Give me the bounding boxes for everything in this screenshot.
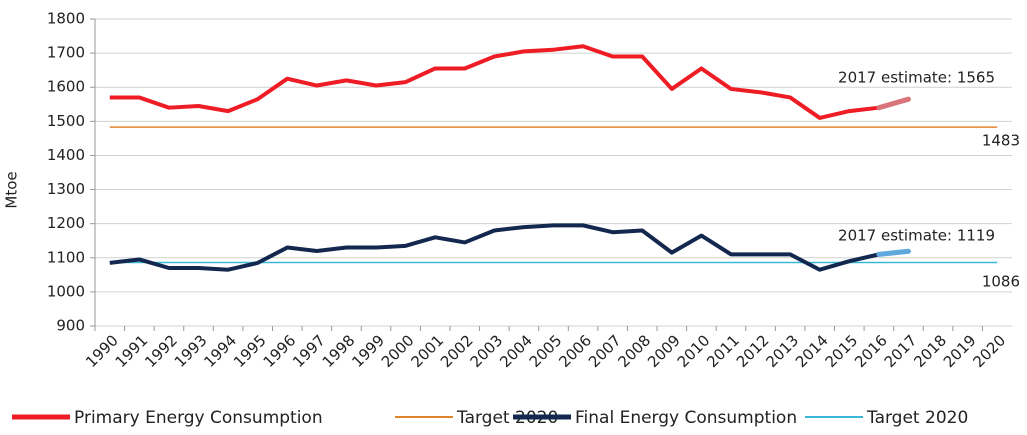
x-tick-label: 1994 — [200, 331, 240, 371]
y-tick-label: 1300 — [47, 180, 85, 198]
y-tick-label: 900 — [56, 317, 85, 335]
x-tick-label: 2013 — [762, 331, 802, 371]
x-tick-label: 1991 — [112, 331, 152, 371]
annotation: 1483 — [982, 132, 1020, 150]
x-tick-label: 1996 — [260, 331, 300, 371]
x-tick-label: 2004 — [496, 331, 536, 371]
legend-label: Final Energy Consumption — [575, 408, 797, 428]
x-tick-label: 2009 — [644, 331, 684, 371]
x-tick-label: 2000 — [378, 331, 418, 371]
x-tick-label: 2011 — [703, 331, 743, 371]
annotation: 1086 — [982, 273, 1020, 291]
y-tick-label: 1700 — [47, 44, 85, 62]
legend-label: Target 2020 — [866, 408, 968, 428]
x-tick-label: 2017 — [881, 331, 921, 371]
x-tick-label: 2008 — [615, 331, 655, 371]
x-tick-label: 2002 — [437, 331, 477, 371]
x-tick-label: 2007 — [585, 331, 625, 371]
trend-line — [876, 248, 911, 257]
series-line — [109, 44, 880, 120]
trend-line — [876, 96, 911, 111]
legend-label: Primary Energy Consumption — [74, 408, 323, 428]
x-tick-label: 2018 — [910, 331, 950, 371]
x-tick-label: 2010 — [674, 331, 714, 371]
x-tick-label: 2015 — [822, 331, 862, 371]
x-tick-label: 2006 — [555, 331, 595, 371]
annotation: 2017 estimate: 1119 — [838, 227, 995, 245]
y-tick-label: 1400 — [47, 146, 85, 164]
y-tick-label: 1500 — [47, 112, 85, 130]
x-tick-label: 1999 — [348, 331, 388, 371]
x-tick-label: 1993 — [171, 331, 211, 371]
x-tick-label: 2001 — [407, 331, 447, 371]
x-tick-label: 2016 — [851, 331, 891, 371]
y-tick-label: 1000 — [47, 282, 85, 300]
y-tick-label: 1600 — [47, 78, 85, 96]
y-tick-label: 1800 — [47, 10, 85, 28]
y-tick-label: 1100 — [47, 248, 85, 266]
y-tick-label: 1200 — [47, 214, 85, 232]
legend-label: Target 2020 — [456, 408, 558, 428]
x-tick-label: 2003 — [467, 331, 507, 371]
series-line — [109, 223, 880, 272]
x-tick-label: 1998 — [319, 331, 359, 371]
x-tick-label: 1990 — [82, 331, 122, 371]
x-tick-label: 2005 — [526, 331, 566, 371]
x-tick-label: 1995 — [230, 331, 270, 371]
x-tick-label: 2020 — [969, 331, 1009, 371]
x-tick-label: 2014 — [792, 331, 832, 371]
x-tick-label: 2012 — [733, 331, 773, 371]
x-tick-label: 1997 — [289, 331, 329, 371]
x-tick-label: 2019 — [940, 331, 980, 371]
y-axis-label: Mtoe — [3, 171, 21, 208]
annotation: 2017 estimate: 1565 — [838, 69, 995, 87]
x-tick-label: 1992 — [141, 331, 181, 371]
